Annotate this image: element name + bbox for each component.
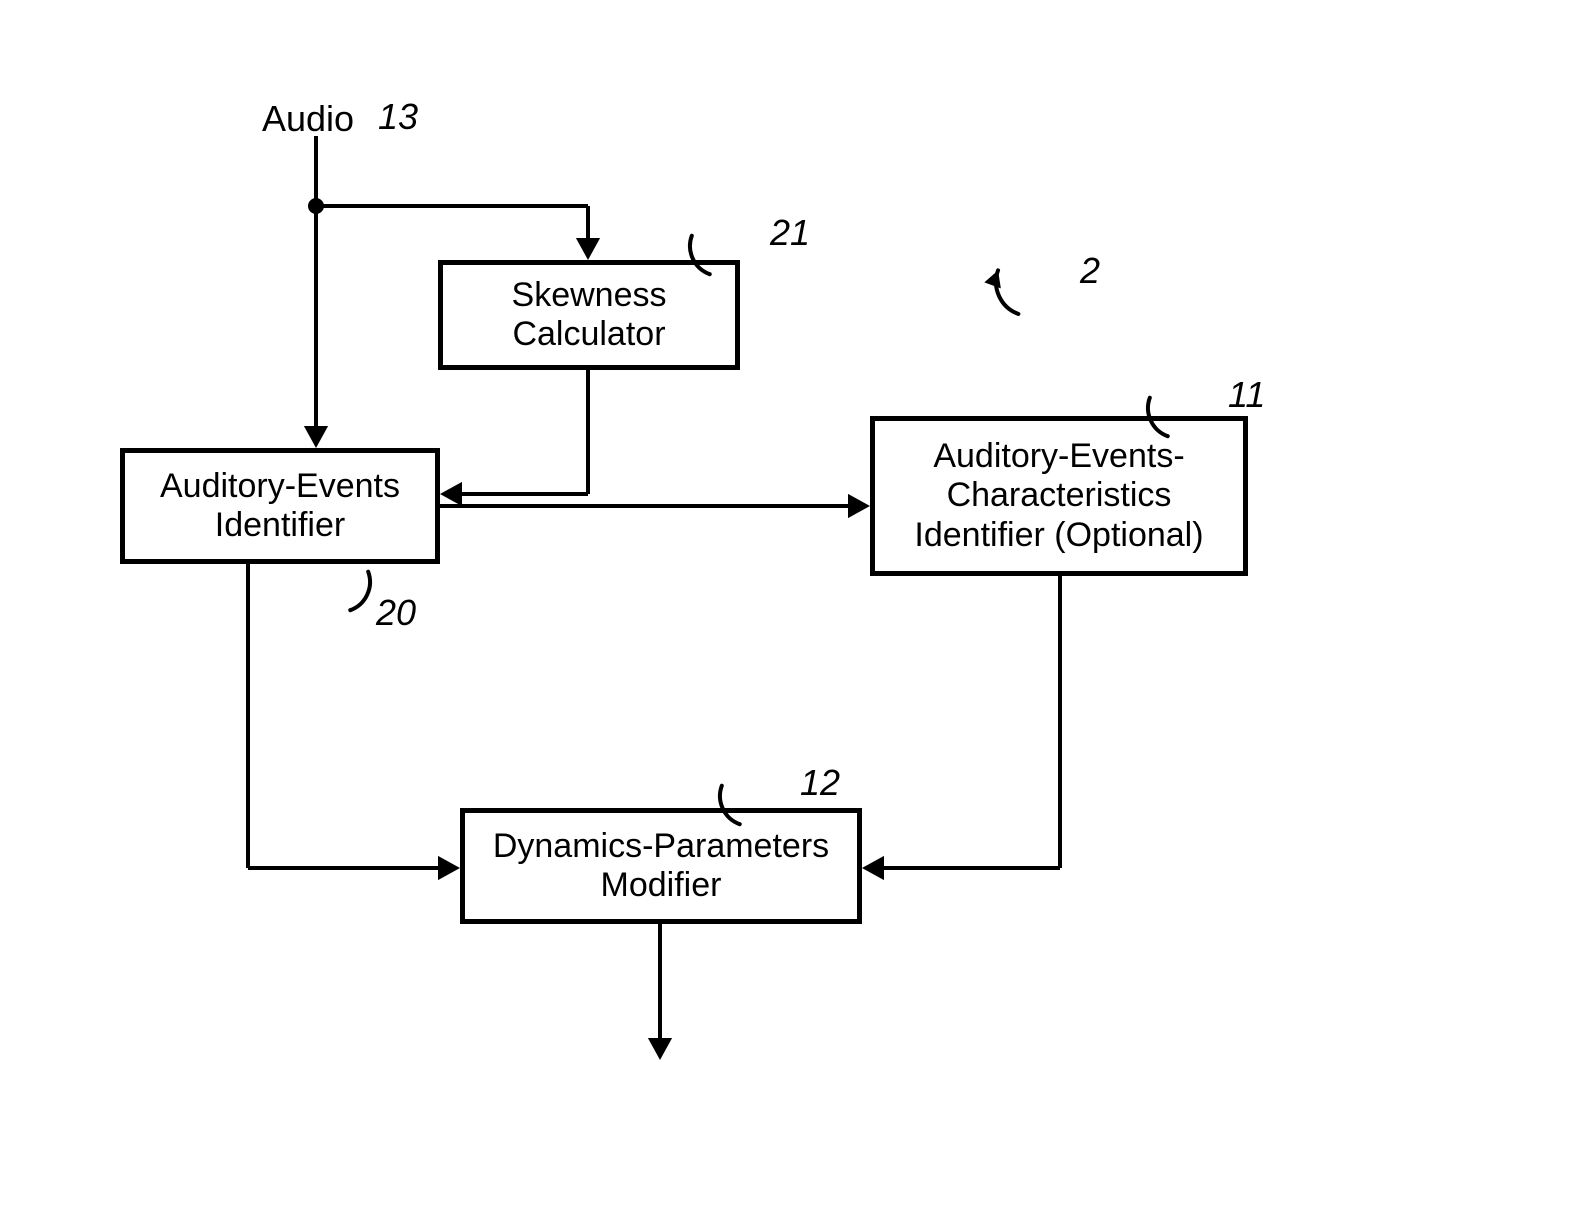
node-text-line: Identifier (Optional): [914, 516, 1203, 555]
node-text-line: Dynamics-Parameters: [493, 827, 829, 866]
node-text-line: Characteristics: [914, 476, 1203, 515]
node-text-line: Skewness: [512, 276, 667, 315]
node-text-line: Identifier: [160, 506, 400, 545]
node-text-line: Modifier: [493, 866, 829, 905]
diagram-stage: Audio Skewness Calculator Auditory-Event…: [0, 0, 1584, 1216]
auditory-events-characteristics-identifier-node: Auditory-Events- Characteristics Identif…: [870, 416, 1248, 576]
dynamics-parameters-modifier-node: Dynamics-Parameters Modifier: [460, 808, 862, 924]
node-text-line: Auditory-Events-: [914, 437, 1203, 476]
ref-20: 20: [376, 592, 416, 634]
auditory-events-identifier-node: Auditory-Events Identifier: [120, 448, 440, 564]
connector-overlay: [0, 0, 1584, 1216]
ref-12: 12: [800, 762, 840, 804]
ref-2: 2: [1080, 250, 1100, 292]
audio-input-label: Audio: [262, 98, 354, 140]
skewness-calculator-node: Skewness Calculator: [438, 260, 740, 370]
ref-11: 11: [1228, 374, 1265, 416]
ref-21: 21: [770, 212, 810, 254]
node-text-line: Auditory-Events: [160, 467, 400, 506]
ref-13: 13: [378, 96, 418, 138]
node-text-line: Calculator: [512, 315, 667, 354]
